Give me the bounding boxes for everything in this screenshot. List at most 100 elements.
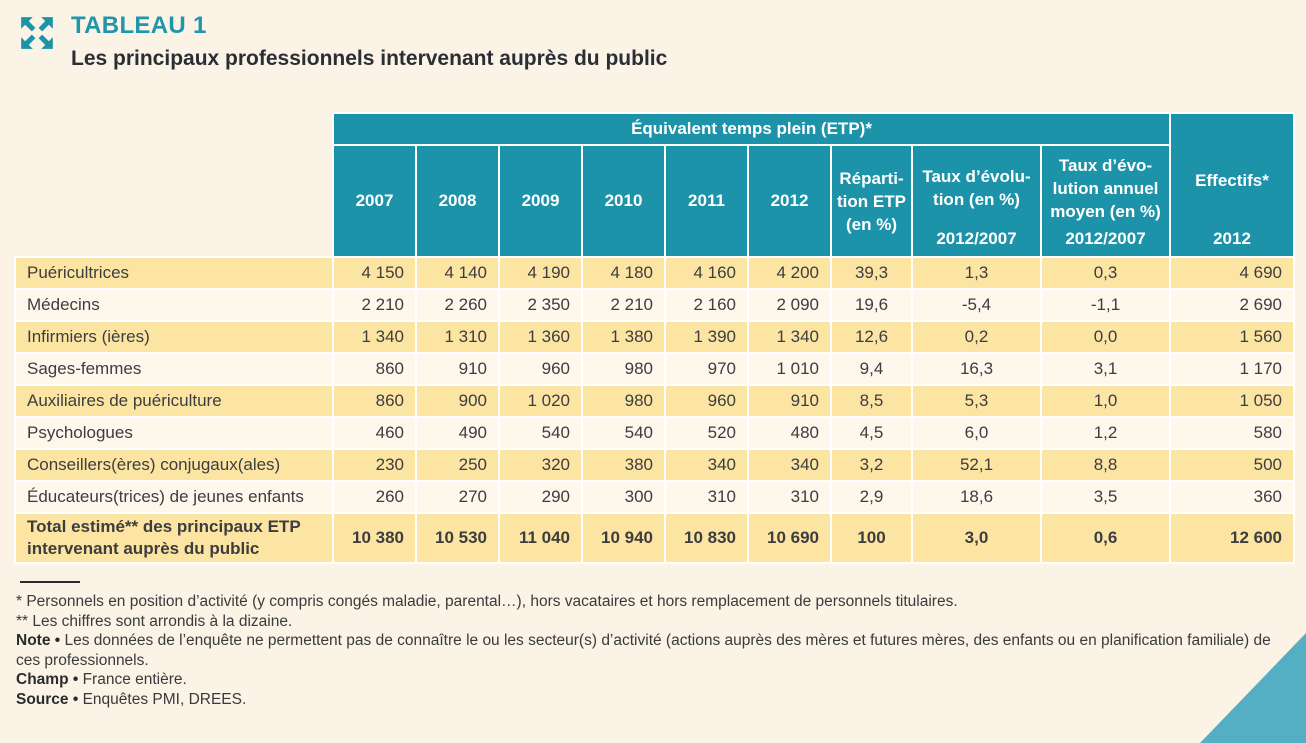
value-cell: 500	[1169, 448, 1296, 482]
value-cell: 980	[581, 384, 666, 418]
value-cell: 860	[332, 352, 417, 386]
table-row: Conseillers(ères) conjugaux(ales) 230 25…	[14, 448, 1296, 482]
value-cell: 960	[498, 352, 583, 386]
note-text: Les données de l’enquête ne permettent p…	[16, 632, 1271, 669]
footnote-asterisk: * Personnels en position d’activité (y c…	[16, 593, 958, 610]
value-cell: 0,0	[1039, 320, 1172, 354]
source-label: Source •	[16, 690, 79, 708]
value-cell: 4 690	[1169, 256, 1296, 290]
value-cell: 3,0	[911, 512, 1042, 564]
value-cell: 460	[332, 416, 417, 450]
taux-evolution-column-header: Taux d’évolu- tion (en %) 2012/2007	[911, 144, 1042, 258]
year-column-header-2008: 2008	[415, 144, 500, 258]
value-cell: 230	[332, 448, 417, 482]
value-cell: 10 690	[747, 512, 832, 564]
year-column-header-2009: 2009	[498, 144, 583, 258]
value-cell: 2 210	[332, 288, 417, 322]
value-cell: 340	[747, 448, 832, 482]
repartition-column-header: Réparti- tion ETP (en %)	[830, 144, 913, 258]
value-cell: 5,3	[911, 384, 1042, 418]
row-label: Médecins	[14, 288, 334, 322]
row-label: Infirmiers (ières)	[14, 320, 334, 354]
row-label: Puéricultrices	[14, 256, 334, 290]
effectifs-label: Effectifs*	[1195, 170, 1269, 190]
value-cell: 2,9	[830, 480, 913, 514]
value-cell: 9,4	[830, 352, 913, 386]
champ-label: Champ •	[16, 671, 79, 688]
value-cell: -1,1	[1039, 288, 1172, 322]
value-cell: 2 260	[415, 288, 500, 322]
value-cell: 1,3	[911, 256, 1042, 290]
value-cell: 360	[1169, 480, 1296, 514]
value-cell: 1 020	[498, 384, 583, 418]
value-cell: 480	[747, 416, 832, 450]
value-cell: 1 170	[1169, 352, 1296, 386]
total-row: Total estimé** des principaux ETP interv…	[14, 512, 1296, 564]
etp-band-header: Équivalent temps plein (ETP)*	[331, 112, 1172, 146]
value-cell: 540	[581, 416, 666, 450]
value-cell: 310	[747, 480, 832, 514]
value-cell: 1 340	[332, 320, 417, 354]
value-cell: 11 040	[498, 512, 583, 564]
table-row: Sages-femmes 860 910 960 980 970 1 010 9…	[14, 352, 1296, 386]
value-cell: 1 380	[581, 320, 666, 354]
champ-text: France entière.	[82, 671, 187, 688]
value-cell: 910	[415, 352, 500, 386]
value-cell: 310	[664, 480, 749, 514]
value-cell: 1 050	[1169, 384, 1296, 418]
value-cell: 16,3	[911, 352, 1042, 386]
figure-header: TABLEAU 1 Les principaux professionnels …	[18, 12, 667, 71]
value-cell: 1 010	[747, 352, 832, 386]
value-cell: 6,0	[911, 416, 1042, 450]
effectifs-column-header: Effectifs* 2012	[1169, 112, 1296, 258]
value-cell: 1,0	[1039, 384, 1172, 418]
table-row: Infirmiers (ières) 1 340 1 310 1 360 1 3…	[14, 320, 1296, 354]
value-cell: 12,6	[830, 320, 913, 354]
effectifs-year: 2012	[1213, 229, 1251, 248]
footnotes: * Personnels en position d’activité (y c…	[16, 592, 1282, 709]
value-cell: 320	[498, 448, 583, 482]
taux-evolution-year: 2012/2007	[936, 229, 1017, 248]
value-cell: 300	[581, 480, 666, 514]
value-cell: 260	[332, 480, 417, 514]
table-row: Psychologues 460 490 540 540 520 480 4,5…	[14, 416, 1296, 450]
row-label: Conseillers(ères) conjugaux(ales)	[14, 448, 334, 482]
row-label: Auxiliaires de puériculture	[14, 384, 334, 418]
value-cell: 4 190	[498, 256, 583, 290]
value-cell: 2 690	[1169, 288, 1296, 322]
table-row: Éducateurs(trices) de jeunes enfants 260…	[14, 480, 1296, 514]
value-cell: 8,5	[830, 384, 913, 418]
value-cell: 2 210	[581, 288, 666, 322]
value-cell: 1 360	[498, 320, 583, 354]
value-cell: 960	[664, 384, 749, 418]
value-cell: 1 560	[1169, 320, 1296, 354]
value-cell: 0,3	[1039, 256, 1172, 290]
header-spacer	[15, 113, 333, 257]
value-cell: 1,2	[1039, 416, 1172, 450]
value-cell: 39,3	[830, 256, 913, 290]
table-row: Médecins 2 210 2 260 2 350 2 210 2 160 2…	[14, 288, 1296, 322]
value-cell: 4 160	[664, 256, 749, 290]
table-title: Les principaux professionnels intervenan…	[71, 47, 668, 70]
footnote-double-asterisk: ** Les chiffres sont arrondis à la dizai…	[16, 612, 293, 630]
value-cell: 2 350	[498, 288, 583, 322]
expand-arrows-icon[interactable]	[18, 14, 56, 52]
data-table: Équivalent temps plein (ETP)* Effectifs*…	[14, 112, 1296, 564]
value-cell: 520	[664, 416, 749, 450]
value-cell: 4 150	[332, 256, 417, 290]
value-cell: 1 390	[664, 320, 749, 354]
value-cell: 18,6	[911, 480, 1042, 514]
row-label: Éducateurs(trices) de jeunes enfants	[14, 480, 334, 514]
row-label: Psychologues	[14, 416, 334, 450]
table-number: TABLEAU 1	[71, 12, 207, 39]
footnote-note: Note • Les données de l’enquête ne perme…	[16, 631, 1282, 670]
footnote-rule	[20, 581, 80, 583]
footnote-source: Source • Enquêtes PMI, DREES.	[16, 690, 1282, 710]
table-row: Auxiliaires de puériculture 860 900 1 02…	[14, 384, 1296, 418]
year-column-header-2012: 2012	[747, 144, 832, 258]
value-cell: 3,2	[830, 448, 913, 482]
taux-annuel-year: 2012/2007	[1065, 229, 1146, 248]
value-cell: 52,1	[911, 448, 1042, 482]
value-cell: 0,6	[1039, 512, 1172, 564]
value-cell: 1 340	[747, 320, 832, 354]
